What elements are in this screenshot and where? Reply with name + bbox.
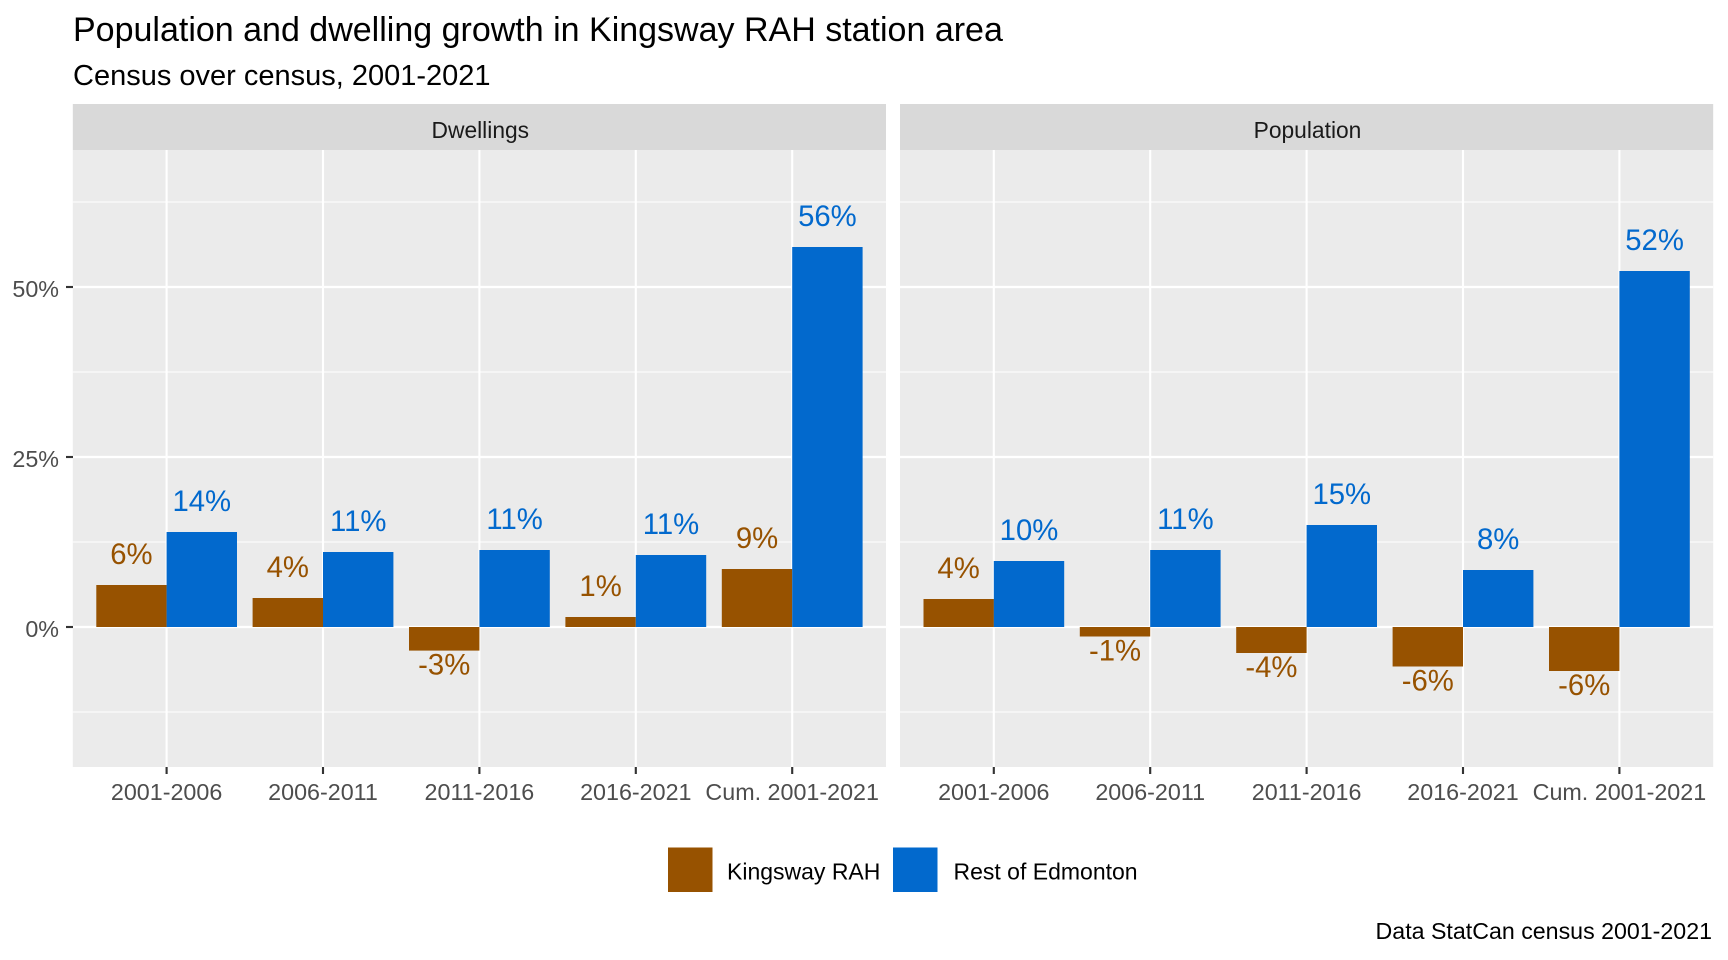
svg-text:Data StatCan census 2001-2021: Data StatCan census 2001-2021 <box>1376 918 1712 944</box>
svg-text:11%: 11% <box>643 508 699 541</box>
svg-text:2006-2011: 2006-2011 <box>268 779 378 805</box>
svg-text:-4%: -4% <box>1245 651 1297 684</box>
svg-text:-6%: -6% <box>1558 669 1610 702</box>
svg-text:Cum. 2001-2021: Cum. 2001-2021 <box>705 779 879 805</box>
svg-text:0%: 0% <box>25 616 59 642</box>
svg-text:14%: 14% <box>172 485 231 518</box>
svg-text:2016-2021: 2016-2021 <box>580 779 691 805</box>
svg-text:9%: 9% <box>736 522 778 555</box>
svg-text:Kingsway RAH: Kingsway RAH <box>727 859 880 885</box>
svg-text:1%: 1% <box>579 570 621 603</box>
svg-text:6%: 6% <box>110 538 152 571</box>
svg-text:15%: 15% <box>1312 478 1371 511</box>
svg-text:2006-2011: 2006-2011 <box>1095 779 1205 805</box>
svg-text:50%: 50% <box>12 276 59 302</box>
svg-text:2011-2016: 2011-2016 <box>1252 779 1362 805</box>
svg-text:Population and dwelling growth: Population and dwelling growth in Kingsw… <box>73 11 1003 49</box>
svg-text:2001-2006: 2001-2006 <box>938 779 1049 805</box>
svg-text:Rest of Edmonton: Rest of Edmonton <box>954 859 1138 885</box>
svg-text:8%: 8% <box>1477 523 1519 556</box>
svg-text:4%: 4% <box>267 551 309 584</box>
svg-text:Dwellings: Dwellings <box>432 117 530 143</box>
svg-text:4%: 4% <box>937 552 979 585</box>
svg-text:-3%: -3% <box>418 649 470 682</box>
svg-text:-1%: -1% <box>1089 635 1141 668</box>
svg-text:10%: 10% <box>1000 514 1059 547</box>
svg-text:-6%: -6% <box>1402 665 1454 698</box>
svg-text:11%: 11% <box>330 505 386 538</box>
svg-text:11%: 11% <box>1157 503 1213 536</box>
svg-text:2001-2006: 2001-2006 <box>111 779 222 805</box>
svg-text:Census over census, 2001-2021: Census over census, 2001-2021 <box>73 60 491 92</box>
svg-text:11%: 11% <box>486 503 542 536</box>
svg-text:Population: Population <box>1254 117 1362 143</box>
svg-text:2011-2016: 2011-2016 <box>425 779 535 805</box>
svg-text:2016-2021: 2016-2021 <box>1407 779 1518 805</box>
svg-text:25%: 25% <box>12 446 59 472</box>
svg-text:52%: 52% <box>1625 224 1684 257</box>
svg-text:56%: 56% <box>798 200 857 233</box>
svg-text:Cum. 2001-2021: Cum. 2001-2021 <box>1533 779 1707 805</box>
